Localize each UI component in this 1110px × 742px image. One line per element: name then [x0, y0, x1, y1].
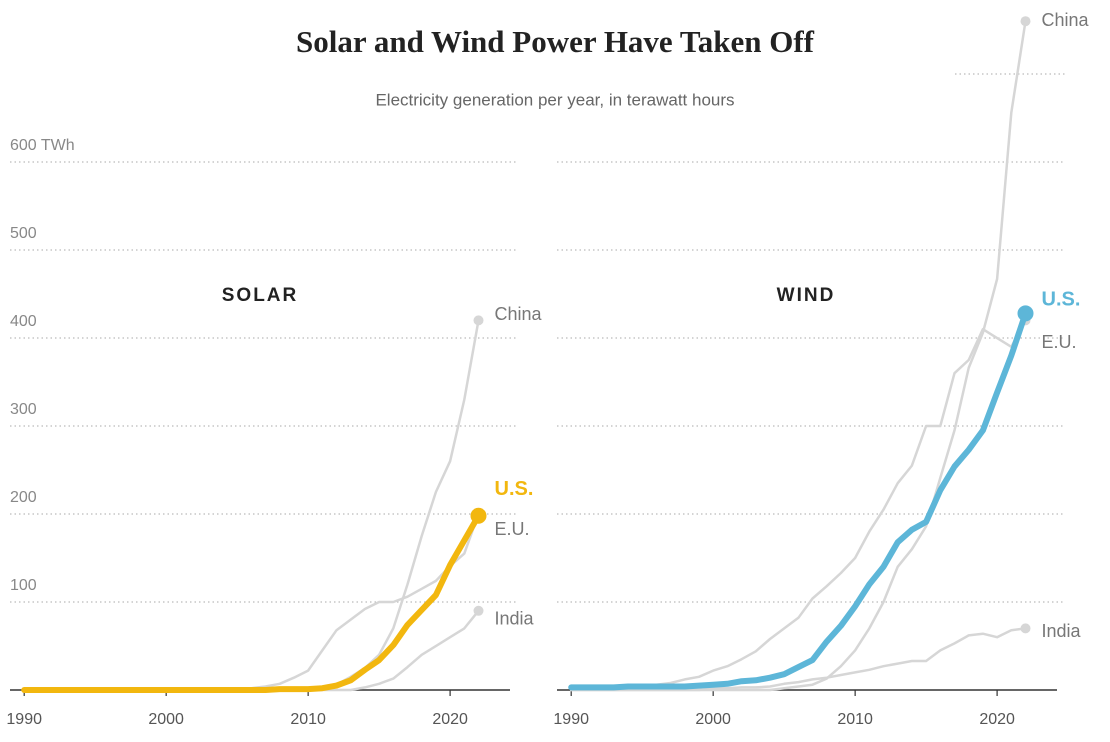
panel-title: WIND [777, 285, 836, 306]
series-label: India [495, 609, 535, 629]
y-tick-label: 200 [10, 489, 37, 506]
series-label: E.U. [495, 519, 530, 539]
y-tick-label: 100 [10, 577, 37, 594]
title: Solar and Wind Power Have Taken Off [296, 24, 815, 59]
end-dot [473, 605, 484, 616]
x-tick-label: 2020 [979, 711, 1015, 728]
panel-title: SOLAR [222, 285, 299, 306]
end-dot [1020, 623, 1031, 634]
end-dot [473, 315, 484, 326]
series-label: E.U. [1042, 332, 1077, 352]
series-label: China [495, 304, 543, 324]
y-tick-label: 300 [10, 401, 37, 418]
series-label: China [1042, 10, 1090, 30]
x-tick-label: 2000 [695, 711, 731, 728]
y-tick-label: 600 TWh [10, 137, 75, 154]
series-line [568, 310, 1029, 691]
series-line [569, 319, 1027, 691]
series-label: U.S. [1042, 289, 1081, 311]
x-tick-label: 1990 [553, 711, 589, 728]
series-label: U.S. [495, 478, 534, 500]
x-tick-label: 2010 [837, 711, 873, 728]
series-line [21, 512, 482, 693]
end-dot [1017, 305, 1034, 322]
series-line [22, 319, 480, 692]
series-line [569, 627, 1027, 692]
y-tick-label: 500 [10, 225, 37, 242]
x-tick-label: 2020 [432, 711, 468, 728]
x-tick-label: 1990 [6, 711, 42, 728]
end-dot [1020, 16, 1031, 27]
end-dot [470, 507, 487, 524]
x-tick-label: 2000 [148, 711, 184, 728]
x-tick-label: 2010 [290, 711, 326, 728]
series-label: India [1042, 621, 1082, 641]
series-line [569, 19, 1027, 692]
y-tick-label: 400 [10, 313, 37, 330]
subtitle: Electricity generation per year, in tera… [375, 90, 734, 109]
